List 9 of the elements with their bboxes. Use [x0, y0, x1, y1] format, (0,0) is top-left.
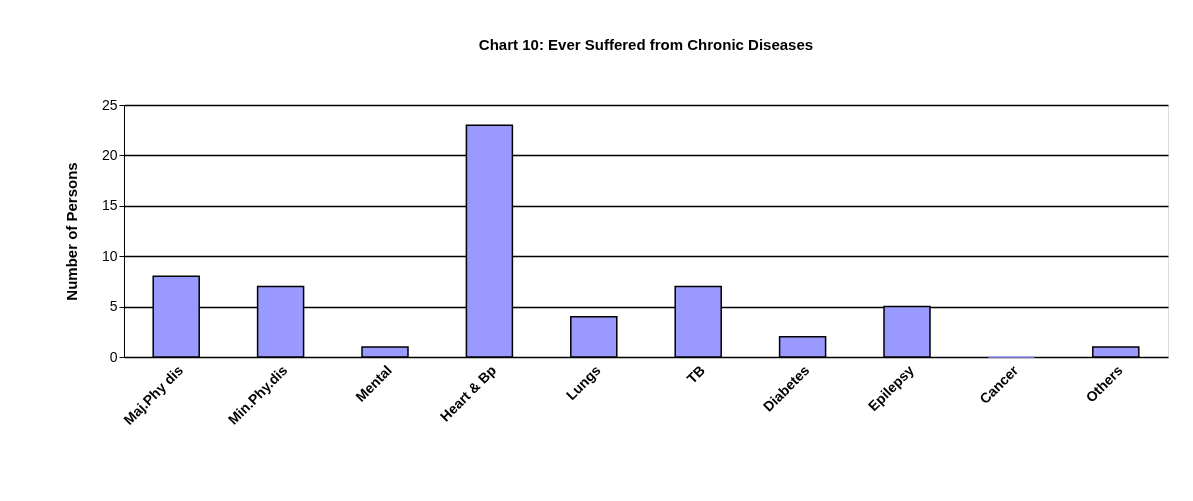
chart-title: Chart 10: Ever Suffered from Chronic Diseases [478, 36, 814, 53]
y-tick-label: 10 [101, 247, 118, 264]
x-tick-label: TB [683, 362, 709, 387]
y-tick-label: 5 [109, 298, 118, 315]
y-tick-label: 0 [109, 348, 118, 365]
y-axis-title: Number of Persons [62, 162, 80, 301]
y-tick-label: 15 [101, 197, 118, 214]
y-tick-label: 25 [101, 96, 118, 113]
y-tick-label: 20 [101, 146, 118, 163]
